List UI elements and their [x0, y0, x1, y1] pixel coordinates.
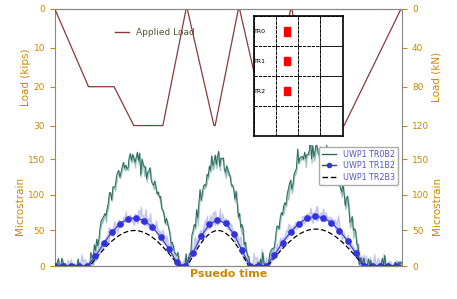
- Bar: [284, 27, 290, 36]
- Y-axis label: Microstrain: Microstrain: [15, 176, 25, 235]
- Bar: [298, 46, 320, 76]
- Text: TR0: TR0: [254, 29, 266, 34]
- Bar: [276, 16, 298, 46]
- Bar: [254, 46, 276, 76]
- Bar: [276, 106, 298, 136]
- Y-axis label: Microstrain: Microstrain: [432, 176, 442, 235]
- Bar: [254, 76, 276, 106]
- Y-axis label: Load (kN): Load (kN): [432, 52, 442, 102]
- Bar: [320, 76, 343, 106]
- Bar: [298, 106, 320, 136]
- Legend: Applied Load: Applied Load: [112, 24, 198, 41]
- Bar: [298, 76, 320, 106]
- Y-axis label: Load (kips): Load (kips): [21, 48, 31, 106]
- Bar: [298, 16, 320, 46]
- Text: TR1: TR1: [254, 59, 266, 64]
- Bar: [276, 76, 298, 106]
- Text: TR2: TR2: [254, 89, 266, 94]
- Bar: [320, 106, 343, 136]
- Bar: [320, 16, 343, 46]
- Bar: [276, 46, 298, 76]
- Bar: [320, 46, 343, 76]
- Bar: [254, 106, 276, 136]
- Legend: UWP1 TR0B2, UWP1 TR1B2, UWP1 TR2B3: UWP1 TR0B2, UWP1 TR1B2, UWP1 TR2B3: [319, 147, 398, 185]
- X-axis label: Psuedo time: Psuedo time: [190, 269, 267, 279]
- Bar: [254, 16, 276, 46]
- Bar: [284, 87, 290, 95]
- Bar: [284, 57, 290, 65]
